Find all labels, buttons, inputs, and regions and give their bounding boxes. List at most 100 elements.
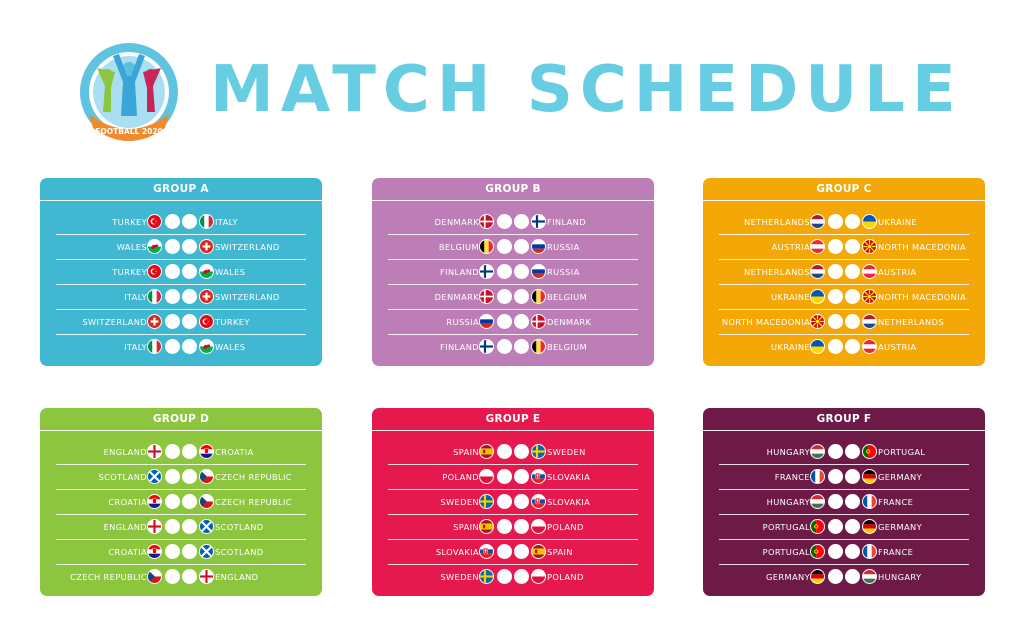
russia-flag-icon xyxy=(531,264,546,279)
home-team: TURKEY xyxy=(112,217,147,227)
away-score-slot xyxy=(514,444,529,459)
home-score-slot xyxy=(497,214,512,229)
home-team: BELGIUM xyxy=(438,242,479,252)
home-score-slot xyxy=(497,469,512,484)
home-team: SCOTLAND xyxy=(98,472,147,482)
match-row: CROATIA SCOTLAND xyxy=(56,540,306,565)
away-team: AUSTRIA xyxy=(878,342,917,352)
away-score-slot xyxy=(845,444,860,459)
group-title: GROUP D xyxy=(40,408,322,431)
home-team: NETHERLANDS xyxy=(744,267,810,277)
match-row: SPAIN POLAND xyxy=(388,515,638,540)
austria-flag-icon xyxy=(862,264,877,279)
group-card: GROUP F HUNGARY PORTUGAL FRANCE GERMANY HUNGA… xyxy=(703,408,985,596)
away-score-slot xyxy=(514,289,529,304)
home-team: SLOVAKIA xyxy=(435,547,479,557)
group-title: GROUP E xyxy=(372,408,654,431)
match-row: BELGIUM RUSSIA xyxy=(388,235,638,260)
wales-flag-icon xyxy=(199,339,214,354)
away-team: BELGIUM xyxy=(547,292,588,302)
away-team: CZECH REPUBLIC xyxy=(215,472,292,482)
home-score-slot xyxy=(497,289,512,304)
match-row: SWITZERLAND TURKEY xyxy=(56,310,306,335)
home-score-slot xyxy=(497,264,512,279)
home-score-slot xyxy=(165,519,180,534)
away-score-slot xyxy=(182,494,197,509)
match-row: FINLAND RUSSIA xyxy=(388,260,638,285)
home-team: DENMARK xyxy=(434,217,479,227)
home-team: NORTH MACEDONIA xyxy=(721,317,810,327)
home-team: ITALY xyxy=(124,292,147,302)
home-score-slot xyxy=(165,569,180,584)
away-team: POLAND xyxy=(547,572,584,582)
poland-flag-icon xyxy=(531,569,546,584)
home-team: CZECH REPUBLIC xyxy=(70,572,147,582)
home-score-slot xyxy=(828,314,843,329)
match-list: TURKEY ITALY WALES SWITZERLAND TURKEY WALES IT… xyxy=(56,210,306,359)
away-score-slot xyxy=(845,469,860,484)
match-row: POLAND SLOVAKIA xyxy=(388,465,638,490)
netherlands-flag-icon xyxy=(810,214,825,229)
home-score-slot xyxy=(828,339,843,354)
match-list: ENGLAND CROATIA SCOTLAND CZECH REPUBLIC CROA… xyxy=(56,440,306,589)
away-team: FINLAND xyxy=(547,217,586,227)
group-card: GROUP C NETHERLANDS UKRAINE AUSTRIA NORTH MA… xyxy=(703,178,985,366)
group-card: GROUP D ENGLAND CROATIA SCOTLAND CZECH REPUB… xyxy=(40,408,322,596)
france-flag-icon xyxy=(862,544,877,559)
turkey-flag-icon xyxy=(147,264,162,279)
scotland-flag-icon xyxy=(199,544,214,559)
wales-flag-icon xyxy=(199,264,214,279)
home-team: FRANCE xyxy=(774,472,810,482)
netherlands-flag-icon xyxy=(810,264,825,279)
home-score-slot xyxy=(497,544,512,559)
away-team: GERMANY xyxy=(878,472,922,482)
switzerland-flag-icon xyxy=(199,289,214,304)
denmark-flag-icon xyxy=(531,314,546,329)
match-list: DENMARK FINLAND BELGIUM RUSSIA FINLAND RUSSIA… xyxy=(388,210,638,359)
group-card: GROUP E SPAIN SWEDEN POLAND SLOVAKIA SWEDEN SL… xyxy=(372,408,654,596)
germany-flag-icon xyxy=(810,569,825,584)
match-row: ENGLAND SCOTLAND xyxy=(56,515,306,540)
home-team: UKRAINE xyxy=(771,342,810,352)
away-team: SCOTLAND xyxy=(215,547,264,557)
away-team: SWITZERLAND xyxy=(215,242,280,252)
czech-flag-icon xyxy=(199,494,214,509)
home-team: CROATIA xyxy=(108,547,147,557)
home-score-slot xyxy=(828,214,843,229)
home-team: UKRAINE xyxy=(771,292,810,302)
italy-flag-icon xyxy=(147,289,162,304)
switzerland-flag-icon xyxy=(147,314,162,329)
away-score-slot xyxy=(182,214,197,229)
czech-flag-icon xyxy=(147,569,162,584)
england-flag-icon xyxy=(199,569,214,584)
netherlands-flag-icon xyxy=(862,314,877,329)
sweden-flag-icon xyxy=(531,444,546,459)
match-row: SPAIN SWEDEN xyxy=(388,440,638,465)
match-row: CROATIA CZECH REPUBLIC xyxy=(56,490,306,515)
away-score-slot xyxy=(182,339,197,354)
away-team: SCOTLAND xyxy=(215,522,264,532)
home-score-slot xyxy=(497,314,512,329)
home-team: RUSSIA xyxy=(446,317,479,327)
away-score-slot xyxy=(845,289,860,304)
slovakia-flag-icon xyxy=(531,469,546,484)
away-score-slot xyxy=(845,314,860,329)
match-row: HUNGARY PORTUGAL xyxy=(719,440,969,465)
home-team: PORTUGAL xyxy=(762,522,810,532)
home-team: AUSTRIA xyxy=(771,242,810,252)
away-team: NORTH MACEDONIA xyxy=(878,292,967,302)
away-team: SPAIN xyxy=(547,547,573,557)
away-score-slot xyxy=(845,544,860,559)
away-team: FRANCE xyxy=(878,497,914,507)
match-row: CZECH REPUBLIC ENGLAND xyxy=(56,565,306,589)
home-score-slot xyxy=(497,519,512,534)
away-score-slot xyxy=(514,239,529,254)
austria-flag-icon xyxy=(862,339,877,354)
group-card: GROUP A TURKEY ITALY WALES SWITZERLAND TURKEY… xyxy=(40,178,322,366)
home-team: SWEDEN xyxy=(440,497,479,507)
hungary-flag-icon xyxy=(862,569,877,584)
home-team: POLAND xyxy=(442,472,479,482)
group-title: GROUP C xyxy=(703,178,985,201)
home-score-slot xyxy=(165,239,180,254)
away-score-slot xyxy=(182,289,197,304)
